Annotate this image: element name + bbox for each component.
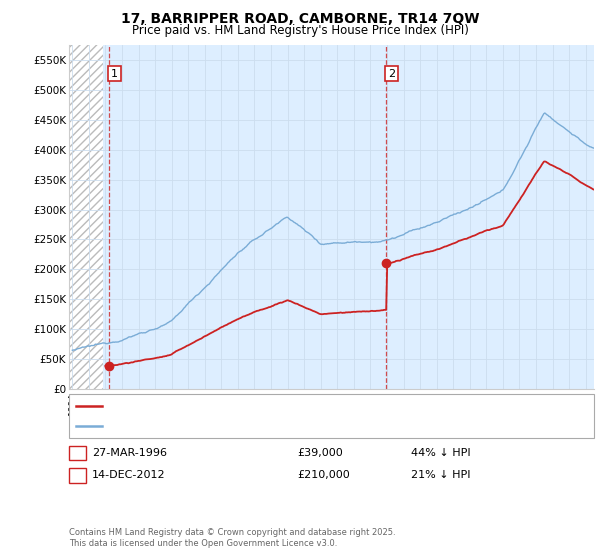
Text: HPI: Average price, detached house, Cornwall: HPI: Average price, detached house, Corn… [107, 421, 356, 431]
Text: 17, BARRIPPER ROAD, CAMBORNE, TR14 7QW: 17, BARRIPPER ROAD, CAMBORNE, TR14 7QW [121, 12, 479, 26]
Text: £39,000: £39,000 [297, 448, 343, 458]
Bar [69, 45, 103, 389]
Text: 1: 1 [74, 448, 81, 458]
Text: £210,000: £210,000 [297, 470, 350, 480]
Text: 44% ↓ HPI: 44% ↓ HPI [411, 448, 470, 458]
Text: 2: 2 [74, 470, 81, 480]
Text: 27-MAR-1996: 27-MAR-1996 [92, 448, 167, 458]
Text: 17, BARRIPPER ROAD, CAMBORNE, TR14 7QW (detached house): 17, BARRIPPER ROAD, CAMBORNE, TR14 7QW (… [107, 402, 458, 412]
Text: Contains HM Land Registry data © Crown copyright and database right 2025.
This d: Contains HM Land Registry data © Crown c… [69, 528, 395, 548]
Text: 1: 1 [111, 68, 118, 78]
Text: Price paid vs. HM Land Registry's House Price Index (HPI): Price paid vs. HM Land Registry's House … [131, 24, 469, 37]
Text: 21% ↓ HPI: 21% ↓ HPI [411, 470, 470, 480]
Text: 14-DEC-2012: 14-DEC-2012 [92, 470, 166, 480]
Bar [69, 45, 103, 389]
Text: 2: 2 [388, 68, 395, 78]
